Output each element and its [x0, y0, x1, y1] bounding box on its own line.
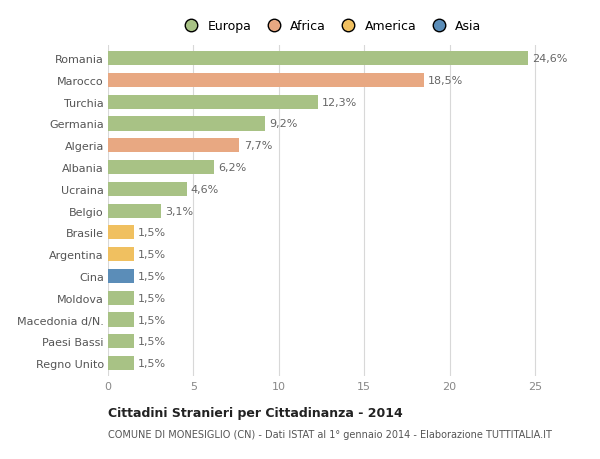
- Bar: [108, 52, 528, 66]
- Text: 1,5%: 1,5%: [138, 271, 166, 281]
- Text: 1,5%: 1,5%: [138, 250, 166, 260]
- Text: 1,5%: 1,5%: [138, 315, 166, 325]
- Text: Cittadini Stranieri per Cittadinanza - 2014: Cittadini Stranieri per Cittadinanza - 2…: [108, 406, 403, 419]
- Legend: Europa, Africa, America, Asia: Europa, Africa, America, Asia: [179, 20, 481, 33]
- Bar: [108, 117, 265, 131]
- Bar: [108, 247, 134, 262]
- Bar: [108, 313, 134, 327]
- Bar: [108, 73, 424, 88]
- Bar: [108, 161, 214, 175]
- Bar: [108, 139, 239, 153]
- Text: 7,7%: 7,7%: [244, 141, 272, 151]
- Bar: [108, 226, 134, 240]
- Text: 3,1%: 3,1%: [165, 206, 193, 216]
- Text: 18,5%: 18,5%: [428, 76, 463, 86]
- Text: 1,5%: 1,5%: [138, 336, 166, 347]
- Text: 9,2%: 9,2%: [269, 119, 298, 129]
- Text: COMUNE DI MONESIGLIO (CN) - Dati ISTAT al 1° gennaio 2014 - Elaborazione TUTTITA: COMUNE DI MONESIGLIO (CN) - Dati ISTAT a…: [108, 429, 552, 439]
- Text: 1,5%: 1,5%: [138, 358, 166, 368]
- Text: 4,6%: 4,6%: [191, 185, 219, 195]
- Bar: [108, 204, 161, 218]
- Text: 6,2%: 6,2%: [218, 162, 247, 173]
- Bar: [108, 291, 134, 305]
- Text: 1,5%: 1,5%: [138, 293, 166, 303]
- Text: 12,3%: 12,3%: [322, 97, 358, 107]
- Text: 24,6%: 24,6%: [532, 54, 568, 64]
- Bar: [108, 182, 187, 196]
- Text: 1,5%: 1,5%: [138, 228, 166, 238]
- Bar: [108, 95, 318, 110]
- Bar: [108, 269, 134, 283]
- Bar: [108, 356, 134, 370]
- Bar: [108, 335, 134, 349]
